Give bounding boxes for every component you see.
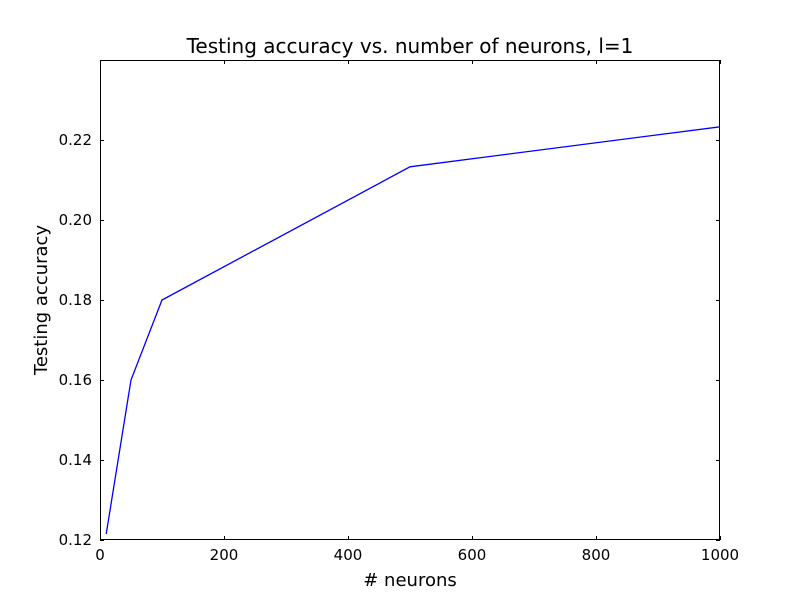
y-tick-label: 0.12 [59,531,92,549]
y-tick-label: 0.14 [59,451,92,469]
series-layer [105,126,721,535]
x-tick-label: 0 [95,546,105,564]
x-tick-label: 200 [210,546,239,564]
y-axis-label: Testing accuracy [31,225,52,377]
x-tick-label: 600 [458,546,487,564]
chart-title: Testing accuracy vs. number of neurons, … [186,34,634,58]
y-axis: 0.12 0.14 0.16 0.18 0.20 0.22 [59,131,720,549]
y-tick-label: 0.22 [59,131,92,149]
x-axis-label: # neurons [363,570,457,591]
series-line [105,126,721,535]
y-tick-label: 0.20 [59,211,92,229]
x-axis: 0 200 400 600 800 1000 [95,60,739,564]
plot-area [100,60,720,540]
x-tick-label: 800 [582,546,611,564]
x-tick-label: 1000 [701,546,739,564]
plot-frame [100,60,720,540]
y-tick-label: 0.18 [59,291,92,309]
x-tick-label: 400 [334,546,363,564]
y-tick-label: 0.16 [59,371,92,389]
